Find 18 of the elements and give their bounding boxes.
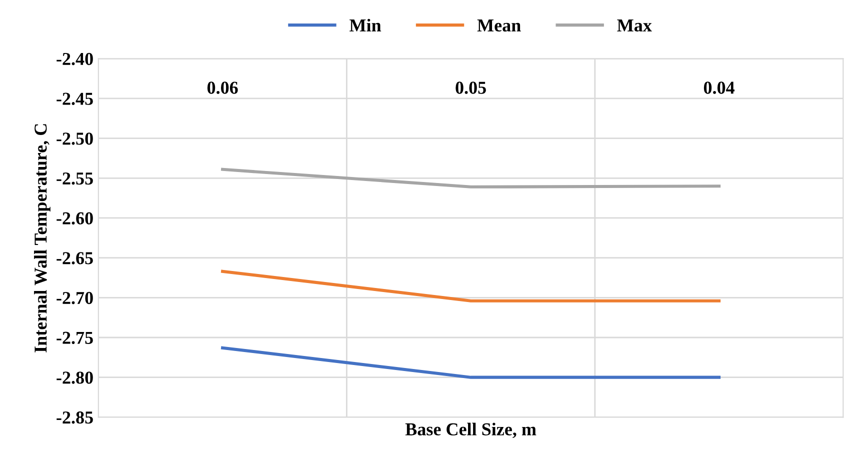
x-tick-label: 0.05 [456,82,486,94]
legend-label: Max [617,20,652,32]
y-tick-label: -2.60 [56,212,93,225]
y-axis-title: Internal Wall Temperature, C [34,124,50,352]
y-tick-label: -2.65 [56,252,93,264]
x-tick-label: 0.06 [207,82,238,94]
y-tick-label: -2.70 [56,292,93,304]
legend-label: Min [350,18,382,32]
y-tick-label: -2.45 [56,92,93,105]
y-tick-label: -2.75 [56,332,93,344]
x-axis-title: Base Cell Size, m [405,422,536,438]
y-tick-label: -2.85 [56,411,93,424]
x-tick-label: 0.04 [704,82,735,94]
y-tick-label: -2.50 [56,132,93,145]
legend-label: Mean [477,20,521,32]
y-tick-label: -2.80 [56,372,93,384]
y-tick-label: -2.40 [56,52,93,66]
y-tick-label: -2.55 [56,172,93,185]
